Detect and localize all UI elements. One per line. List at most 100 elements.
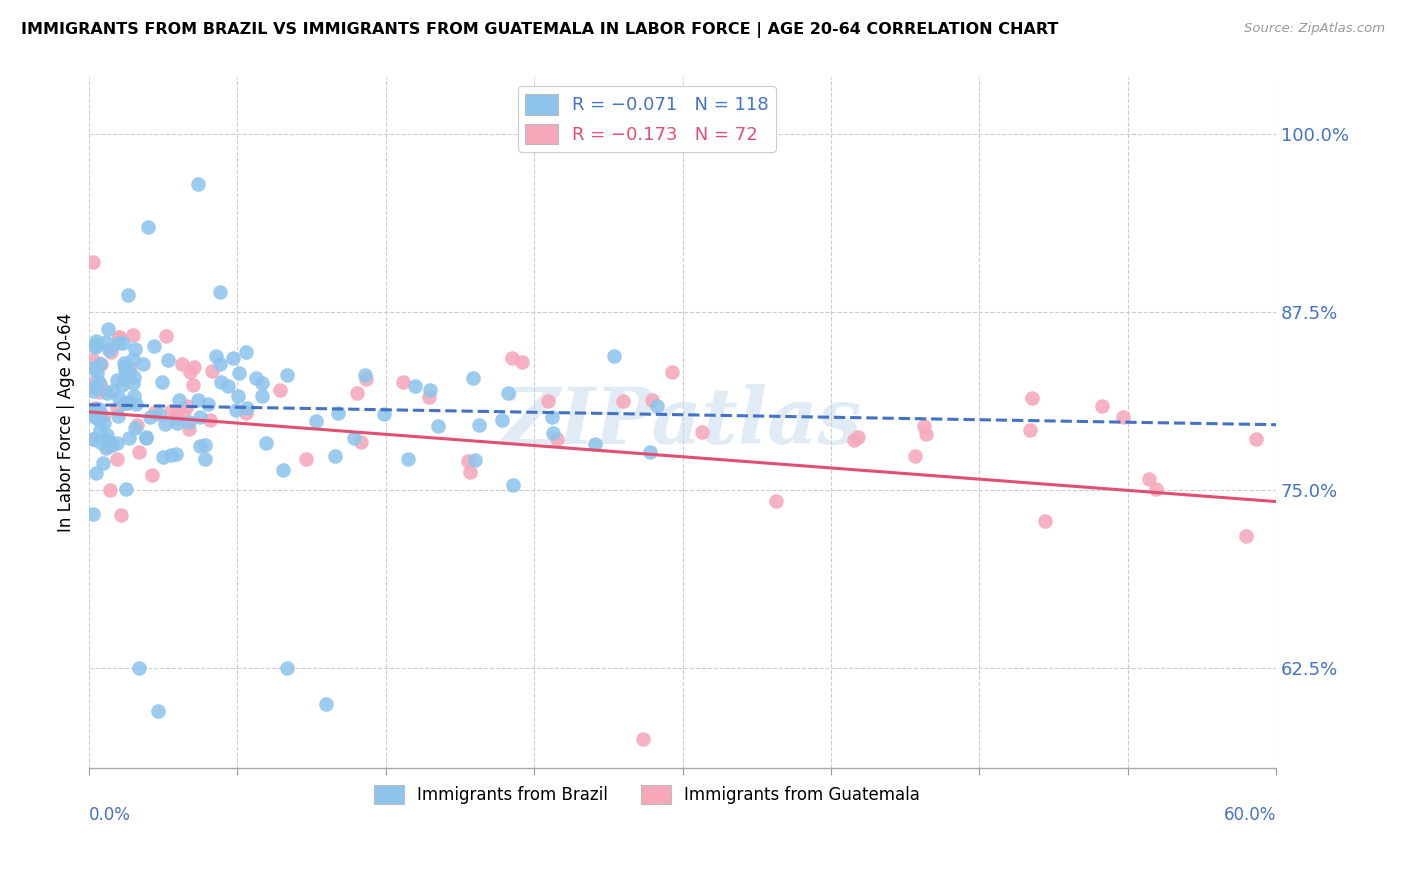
Point bbox=[82, 405, 104, 419]
Point bbox=[181, 377, 204, 392]
Point bbox=[107, 336, 129, 351]
Point bbox=[541, 426, 564, 441]
Point bbox=[87, 385, 110, 400]
Point bbox=[276, 368, 298, 382]
Point bbox=[143, 404, 166, 418]
Point bbox=[124, 421, 146, 435]
Point bbox=[111, 377, 134, 392]
Point bbox=[82, 353, 104, 368]
Point bbox=[183, 359, 205, 374]
Point bbox=[396, 451, 419, 466]
Point bbox=[159, 404, 181, 418]
Point bbox=[197, 397, 219, 411]
Text: Source: ZipAtlas.com: Source: ZipAtlas.com bbox=[1244, 22, 1385, 36]
Point bbox=[690, 425, 713, 439]
Point bbox=[427, 419, 450, 434]
Point bbox=[179, 366, 201, 380]
Point bbox=[89, 410, 111, 425]
Point bbox=[661, 365, 683, 379]
Point bbox=[537, 394, 560, 409]
Point bbox=[200, 413, 222, 427]
Point bbox=[101, 384, 124, 399]
Point bbox=[235, 406, 257, 420]
Point bbox=[157, 353, 180, 368]
Point bbox=[97, 433, 120, 447]
Point bbox=[87, 412, 110, 426]
Point bbox=[209, 357, 232, 371]
Point bbox=[391, 375, 413, 389]
Point bbox=[96, 441, 118, 455]
Point bbox=[98, 483, 121, 497]
Point bbox=[647, 400, 669, 414]
Point bbox=[273, 463, 295, 477]
Point bbox=[638, 445, 661, 459]
Point bbox=[1234, 529, 1257, 543]
Point bbox=[173, 404, 195, 418]
Point bbox=[842, 434, 865, 448]
Point bbox=[461, 371, 484, 385]
Point bbox=[205, 350, 228, 364]
Point bbox=[124, 342, 146, 356]
Point bbox=[491, 413, 513, 427]
Point bbox=[194, 437, 217, 451]
Point bbox=[97, 343, 120, 357]
Point bbox=[457, 454, 479, 468]
Point bbox=[194, 452, 217, 467]
Point bbox=[118, 394, 141, 409]
Point bbox=[86, 366, 108, 380]
Point bbox=[96, 439, 118, 453]
Point bbox=[117, 431, 139, 445]
Point bbox=[502, 478, 524, 492]
Point bbox=[138, 219, 160, 234]
Point bbox=[105, 401, 128, 416]
Point bbox=[153, 417, 176, 431]
Y-axis label: In Labor Force | Age 20-64: In Labor Force | Age 20-64 bbox=[58, 313, 75, 533]
Point bbox=[112, 356, 135, 370]
Point bbox=[122, 376, 145, 390]
Point bbox=[139, 409, 162, 424]
Point bbox=[585, 437, 607, 451]
Point bbox=[112, 372, 135, 386]
Point bbox=[915, 426, 938, 441]
Point bbox=[846, 429, 869, 443]
Point bbox=[96, 428, 118, 442]
Point bbox=[166, 407, 188, 421]
Point bbox=[115, 483, 138, 497]
Point bbox=[496, 386, 519, 401]
Point bbox=[122, 370, 145, 384]
Point bbox=[458, 465, 481, 479]
Point bbox=[209, 375, 232, 389]
Point bbox=[222, 351, 245, 366]
Point bbox=[226, 389, 249, 403]
Point bbox=[177, 422, 200, 436]
Point bbox=[904, 449, 927, 463]
Point bbox=[135, 431, 157, 445]
Point bbox=[96, 322, 118, 336]
Point bbox=[87, 401, 110, 416]
Point bbox=[141, 467, 163, 482]
Point bbox=[114, 363, 136, 377]
Point bbox=[82, 432, 104, 446]
Point bbox=[510, 355, 533, 369]
Point bbox=[343, 431, 366, 445]
Text: 60.0%: 60.0% bbox=[1223, 805, 1277, 823]
Point bbox=[122, 389, 145, 403]
Point bbox=[254, 436, 277, 450]
Point bbox=[84, 339, 107, 353]
Point bbox=[546, 432, 568, 446]
Point bbox=[93, 416, 115, 430]
Point bbox=[128, 445, 150, 459]
Point bbox=[350, 434, 373, 449]
Point bbox=[1244, 432, 1267, 446]
Point bbox=[87, 375, 110, 389]
Point bbox=[1144, 482, 1167, 496]
Point bbox=[346, 386, 368, 401]
Point bbox=[89, 423, 111, 437]
Point bbox=[190, 439, 212, 453]
Point bbox=[269, 383, 291, 397]
Point bbox=[912, 418, 935, 433]
Point bbox=[209, 285, 232, 299]
Point bbox=[1033, 514, 1056, 528]
Point bbox=[612, 394, 634, 409]
Point bbox=[98, 342, 121, 356]
